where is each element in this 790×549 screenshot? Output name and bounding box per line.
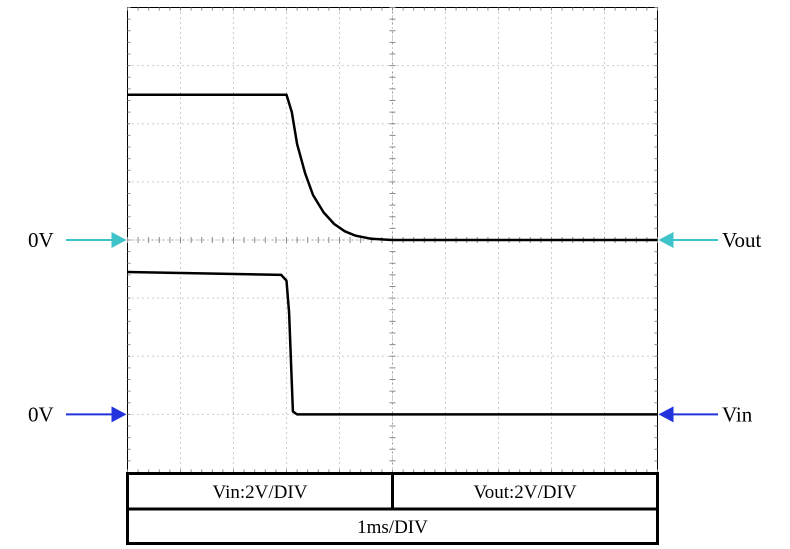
vin-zero-arrow-left-head <box>111 406 127 423</box>
vout-channel-label: Vout <box>722 228 761 252</box>
vout-scale-label: Vout:2V/DIV <box>473 482 576 503</box>
vout-zero-arrow-left-head <box>111 232 127 248</box>
vout-zero-label: 0V <box>28 228 54 252</box>
vout-channel-arrow-right-head <box>658 232 674 248</box>
vin-zero-label: 0V <box>28 402 54 426</box>
markers: 0V Vout 0V Vin <box>28 228 761 426</box>
scale-table: Vin:2V/DIV Vout:2V/DIV 1ms/DIV <box>126 472 659 545</box>
timebase-label: 1ms/DIV <box>357 517 428 538</box>
vin-channel-arrow-right-head <box>658 406 674 423</box>
trace-vin <box>127 270 658 416</box>
traces <box>127 93 658 416</box>
vin-channel-label: Vin <box>722 402 753 426</box>
vin-scale-label: Vin:2V/DIV <box>213 482 308 503</box>
trace-vout <box>127 93 658 242</box>
